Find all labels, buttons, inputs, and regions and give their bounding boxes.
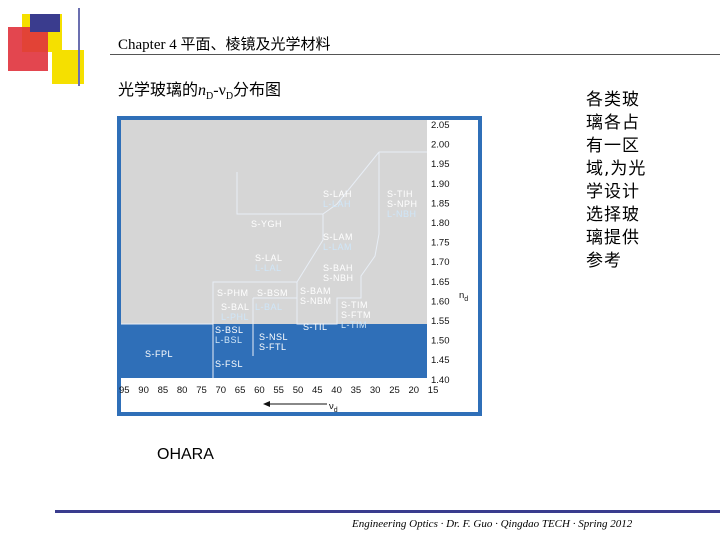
region-labels: S-LAH L-LAH S-TIH S-NPH L-NBH S-YGH S-LA… xyxy=(145,189,418,369)
decor-red-square xyxy=(8,27,48,71)
region-s-ygh: S-YGH xyxy=(251,219,282,229)
side-note: 各类玻璃各占有一区域,为光学设计选择玻璃提供参考 xyxy=(586,90,647,271)
footer-credit: Engineering Optics · Dr. F. Guo · Qingda… xyxy=(352,518,633,530)
y-tick-label: 1.90 xyxy=(431,179,450,190)
region-s-bam: S-BAM xyxy=(300,286,331,296)
y-tick-label: 1.85 xyxy=(431,198,450,209)
y-tick-label: 1.45 xyxy=(431,355,450,366)
region-l-lal: L-LAL xyxy=(255,263,282,273)
y-tick-label: 1.40 xyxy=(431,375,450,386)
heading-d1: D xyxy=(206,91,214,103)
x-tick-label: 55 xyxy=(273,385,284,396)
heading-prefix: 光学玻璃的 xyxy=(118,82,199,99)
heading-suffix: 分布图 xyxy=(233,82,282,99)
x-tick-label: 40 xyxy=(331,385,342,396)
x-tick-panel xyxy=(121,378,427,412)
x-ticks: 95 90 85 80 75 70 65 60 55 50 45 40 35 30 25 20 15 xyxy=(119,385,438,396)
x-tick-label: 60 xyxy=(254,385,265,396)
region-l-lah: L-LAH xyxy=(323,199,351,209)
region-s-bsm: S-BSM xyxy=(257,288,288,298)
gray-zone xyxy=(121,120,427,324)
x-tick-label: 85 xyxy=(158,385,169,396)
region-s-phm: S-PHM xyxy=(217,288,249,298)
boundary-3 xyxy=(296,214,324,283)
region-s-bah: S-BAH xyxy=(323,263,353,273)
y-tick-label: 2.05 xyxy=(431,120,450,131)
region-l-nbh: L-NBH xyxy=(387,209,417,219)
region-l-tim: L-TIM xyxy=(341,320,367,330)
footer-rule xyxy=(55,510,720,513)
x-tick-label: 70 xyxy=(216,385,227,396)
region-s-til: S-TIL xyxy=(303,322,328,332)
region-s-fpl: S-FPL xyxy=(145,349,173,359)
region-s-tih: S-TIH xyxy=(387,189,413,199)
x-tick-label: 45 xyxy=(312,385,323,396)
region-s-nph: S-NPH xyxy=(387,199,418,209)
y-tick-label: 1.65 xyxy=(431,277,450,288)
x-tick-label: 75 xyxy=(196,385,207,396)
x-tick-label: 90 xyxy=(138,385,149,396)
region-s-ftm: S-FTM xyxy=(341,310,371,320)
x-tick-label: 20 xyxy=(409,385,420,396)
region-s-nbh: S-NBH xyxy=(323,273,354,283)
heading-d2: D xyxy=(225,91,234,103)
region-s-lam: S-LAM xyxy=(323,232,353,242)
y-tick-label: 1.80 xyxy=(431,218,450,229)
y-ticks: 2.05 2.00 1.95 1.90 1.85 1.80 1.75 1.70 1.65 1.60… xyxy=(431,120,450,386)
x-tick-label: 80 xyxy=(177,385,188,396)
decor-vertical-line xyxy=(78,8,80,86)
region-l-bsl: L-BSL xyxy=(215,335,243,345)
region-l-bal: L-BAL xyxy=(255,302,283,312)
x-axis-label: νd xyxy=(329,401,338,414)
y-tick-label: 2.00 xyxy=(431,140,450,151)
region-s-bsl: S-BSL xyxy=(215,325,244,335)
y-tick-label: 1.50 xyxy=(431,336,450,347)
boundary-5 xyxy=(322,151,380,215)
region-l-lam: L-LAM xyxy=(323,242,352,252)
x-tick-label: 50 xyxy=(293,385,304,396)
y-tick-label: 1.95 xyxy=(431,159,450,170)
region-s-nsl: S-NSL xyxy=(259,332,288,342)
y-tick-label: 1.60 xyxy=(431,296,450,307)
x-tick-label: 65 xyxy=(235,385,246,396)
region-s-tim: S-TIM xyxy=(341,300,368,310)
region-s-fsl: S-FSL xyxy=(215,359,243,369)
y-tick-label: 1.55 xyxy=(431,316,450,327)
x-tick-label: 35 xyxy=(351,385,362,396)
heading-n: n xyxy=(198,82,207,99)
region-s-lal: S-LAL xyxy=(255,253,283,263)
x-tick-label: 95 xyxy=(119,385,130,396)
x-tick-label: 30 xyxy=(370,385,381,396)
y-tick-label: 1.70 xyxy=(431,257,450,268)
x-tick-label: 15 xyxy=(428,385,439,396)
decor-blue-square xyxy=(30,14,60,32)
x-tick-label: 25 xyxy=(389,385,400,396)
glass-map-svg: 2.05 2.00 1.95 1.90 1.85 1.80 1.75 1.70 1.65 1.60… xyxy=(119,120,478,414)
region-s-ftl: S-FTL xyxy=(259,342,287,352)
chapter-rule xyxy=(110,54,720,55)
glass-map-chart: 2.05 2.00 1.95 1.90 1.85 1.80 1.75 1.70 1.65 1.60… xyxy=(117,116,482,416)
region-l-phl: L-PHL xyxy=(221,312,249,322)
region-s-nbm: S-NBM xyxy=(300,296,332,306)
heading-mid: -ν xyxy=(213,82,226,99)
y-tick-label: 1.75 xyxy=(431,238,450,249)
boundary-2 xyxy=(236,172,323,215)
slide-heading: 光学玻璃的nD-νD分布图 xyxy=(118,76,281,102)
y-axis-label: nd xyxy=(459,290,468,303)
manufacturer-label: OHARA xyxy=(157,446,214,463)
x-axis-arrowhead xyxy=(263,401,270,407)
region-s-bal: S-BAL xyxy=(221,302,250,312)
region-s-lah: S-LAH xyxy=(323,189,352,199)
y-tick-panel xyxy=(427,120,478,412)
chapter-title: Chapter 4 平面、棱镜及光学材料 xyxy=(118,37,331,53)
